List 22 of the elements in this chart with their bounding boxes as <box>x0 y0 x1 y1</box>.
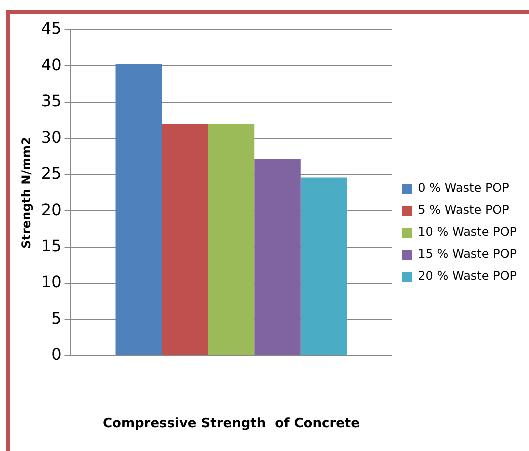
bar <box>162 124 208 356</box>
y-tick-label: 10 <box>41 272 62 292</box>
y-tick-label: 5 <box>52 308 62 328</box>
y-tick-label: 0 <box>52 345 62 364</box>
bar <box>300 178 348 356</box>
bar <box>116 64 162 356</box>
legend-label: 15 % Waste POP <box>418 247 518 262</box>
legend-label: 20 % Waste POP <box>418 269 518 284</box>
y-tick-label: 40 <box>41 55 62 74</box>
y-tick-label: 45 <box>41 19 62 38</box>
legend-label: 5 % Waste POP <box>418 203 510 218</box>
x-axis-title: Compressive Strength of Concrete <box>102 416 360 432</box>
legend-label: 10 % Waste POP <box>418 225 518 240</box>
y-tick-label: 30 <box>41 128 62 147</box>
y-tick-label: 25 <box>41 164 62 184</box>
bar <box>208 124 255 356</box>
y-tick-label: 15 <box>41 236 62 256</box>
y-axis-title: Strength N/mm2 <box>19 137 34 249</box>
legend-label: 0 % Waste POP <box>418 181 510 196</box>
bar <box>254 158 301 356</box>
y-tick-label: 20 <box>41 200 62 220</box>
y-tick-label: 35 <box>41 92 62 111</box>
